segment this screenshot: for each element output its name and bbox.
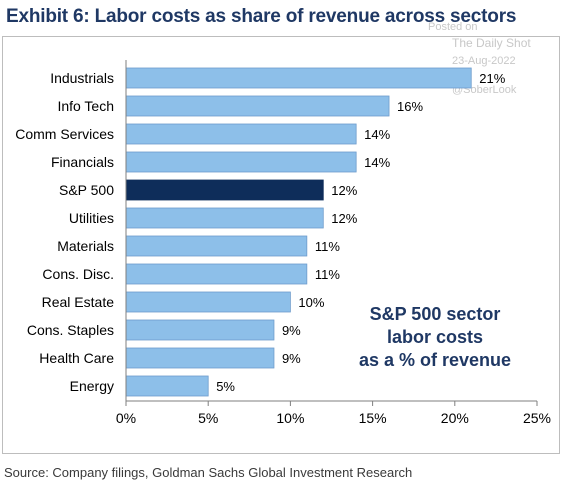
data-label: 5% bbox=[216, 379, 235, 394]
bar bbox=[125, 123, 357, 145]
data-label: 10% bbox=[298, 295, 324, 310]
category-label: Cons. Staples bbox=[27, 322, 114, 338]
category-label: Utilities bbox=[69, 210, 114, 226]
x-tick-label: 5% bbox=[198, 410, 218, 426]
category-label: Real Estate bbox=[42, 294, 115, 310]
category-label: Cons. Disc. bbox=[42, 266, 114, 282]
category-label: Financials bbox=[51, 154, 114, 170]
data-label: 11% bbox=[315, 239, 340, 254]
category-label: Info Tech bbox=[57, 98, 114, 114]
bar bbox=[125, 347, 275, 369]
bar bbox=[125, 95, 390, 117]
data-label: 14% bbox=[364, 127, 390, 142]
x-tick-label: 10% bbox=[276, 410, 304, 426]
bar bbox=[125, 67, 472, 89]
category-label: Industrials bbox=[50, 70, 114, 86]
bar bbox=[125, 263, 308, 285]
bar bbox=[125, 151, 357, 173]
watermark-posted: Posted on bbox=[428, 21, 478, 33]
chart-annotation: S&P 500 sector labor costs as a % of rev… bbox=[320, 303, 550, 372]
annotation-line-2: labor costs bbox=[386, 327, 484, 347]
annotation-line-1: S&P 500 sector bbox=[369, 304, 501, 324]
watermark-site: The Daily Shot bbox=[452, 36, 531, 50]
source-note: Source: Company filings, Goldman Sachs G… bbox=[4, 465, 413, 480]
data-label: 11% bbox=[315, 267, 340, 282]
data-label: 12% bbox=[331, 183, 357, 198]
bar bbox=[125, 207, 324, 229]
data-label: 21% bbox=[479, 71, 505, 86]
category-label: S&P 500 bbox=[59, 182, 114, 198]
bar bbox=[125, 375, 209, 397]
watermark-date: 23-Aug-2022 bbox=[452, 55, 516, 67]
category-label: Comm Services bbox=[15, 126, 114, 142]
chart-frame bbox=[2, 36, 560, 454]
data-label: 14% bbox=[364, 155, 390, 170]
chart-title: Exhibit 6: Labor costs as share of reven… bbox=[6, 6, 517, 27]
bar bbox=[125, 179, 324, 201]
bar bbox=[125, 235, 308, 257]
category-label: Energy bbox=[70, 378, 114, 394]
bar bbox=[125, 291, 291, 313]
bar bbox=[125, 319, 275, 341]
data-label: 12% bbox=[331, 211, 357, 226]
category-label: Health Care bbox=[39, 350, 114, 366]
x-tick-label: 15% bbox=[359, 410, 387, 426]
data-label: 16% bbox=[397, 99, 423, 114]
x-tick-label: 0% bbox=[116, 410, 136, 426]
x-tick-label: 25% bbox=[523, 410, 551, 426]
annotation-line-3: as a % of revenue bbox=[358, 350, 512, 370]
data-label: 9% bbox=[282, 323, 301, 338]
category-label: Materials bbox=[57, 238, 114, 254]
data-label: 9% bbox=[282, 351, 301, 366]
x-tick-label: 20% bbox=[441, 410, 469, 426]
